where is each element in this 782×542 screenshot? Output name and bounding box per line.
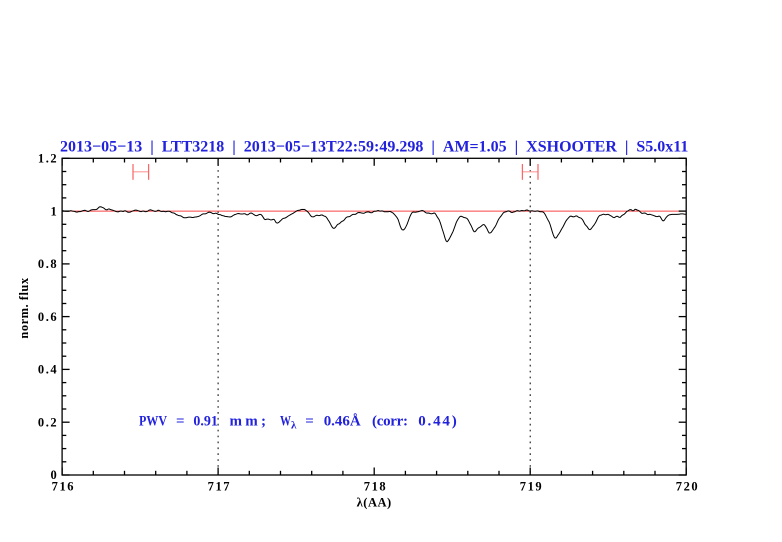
svg-text:W: W xyxy=(280,414,291,430)
svg-text:0.44): 0.44) xyxy=(418,414,457,430)
svg-text:720: 720 xyxy=(676,480,700,494)
svg-text:=: = xyxy=(305,414,314,430)
svg-text:719: 719 xyxy=(520,480,544,494)
svg-text:PWV: PWV xyxy=(139,414,167,430)
svg-text:716: 716 xyxy=(52,480,76,494)
svg-text:=: = xyxy=(176,414,185,430)
svg-text:1: 1 xyxy=(50,204,58,218)
svg-text:2013−05−13 | LTT3218 | 201: 2013−05−13 | LTT3218 | 2013−05−13T22:59:… xyxy=(60,139,688,156)
svg-text:0.91: 0.91 xyxy=(193,414,218,430)
svg-text:λ(AA): λ(AA) xyxy=(357,496,392,510)
svg-text:0.8: 0.8 xyxy=(38,257,58,271)
svg-text:718: 718 xyxy=(364,480,388,494)
svg-text:0.6: 0.6 xyxy=(38,310,58,324)
svg-text:norm. flux: norm. flux xyxy=(17,277,31,339)
svg-text:λ: λ xyxy=(291,420,297,432)
svg-text:1.2: 1.2 xyxy=(38,152,58,166)
svg-text:(corr:: (corr: xyxy=(372,414,408,430)
svg-text:0: 0 xyxy=(50,468,58,482)
svg-text:0.46Å: 0.46Å xyxy=(324,414,361,430)
svg-text:0.2: 0.2 xyxy=(38,415,58,429)
svg-text:mm;: mm; xyxy=(230,414,267,430)
svg-text:0.4: 0.4 xyxy=(38,363,58,377)
svg-text:717: 717 xyxy=(208,480,232,494)
